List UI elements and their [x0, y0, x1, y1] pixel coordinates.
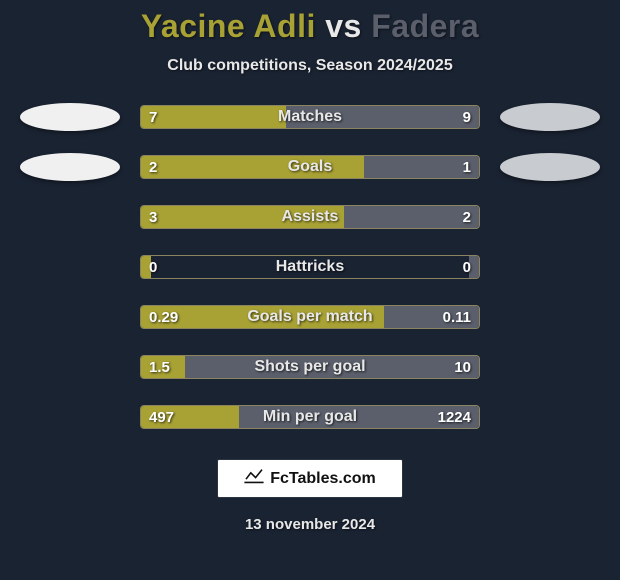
date-label: 13 november 2024 — [245, 516, 375, 533]
stat-row: 00Hattricks — [0, 253, 620, 281]
comparison-card: Yacine Adli vs Fadera Club competitions,… — [0, 0, 620, 580]
player2-marker — [500, 103, 600, 131]
stats-list: 79Matches 21Goals 32Assists 00Hattricks 0.29… — [0, 103, 620, 431]
stat-bar: 4971224Min per goal — [140, 405, 480, 429]
stat-label: Goals per match — [141, 306, 479, 328]
stat-bar: 1.510Shots per goal — [140, 355, 480, 379]
stat-bar: 0.290.11Goals per match — [140, 305, 480, 329]
stat-label: Shots per goal — [141, 356, 479, 378]
player1-marker — [20, 153, 120, 181]
stat-row: 1.510Shots per goal — [0, 353, 620, 381]
stat-row: 79Matches — [0, 103, 620, 131]
stat-bar: 21Goals — [140, 155, 480, 179]
player2-marker — [500, 153, 600, 181]
stat-row: 21Goals — [0, 153, 620, 181]
stat-label: Hattricks — [141, 256, 479, 278]
chart-icon — [244, 468, 264, 489]
source-label: FcTables.com — [270, 470, 376, 488]
vs-text: vs — [325, 8, 362, 44]
stat-row: 0.290.11Goals per match — [0, 303, 620, 331]
subtitle: Club competitions, Season 2024/2025 — [167, 57, 452, 75]
stat-bar: 32Assists — [140, 205, 480, 229]
stat-label: Goals — [141, 156, 479, 178]
player1-name: Yacine Adli — [141, 8, 316, 44]
stat-bar: 00Hattricks — [140, 255, 480, 279]
stat-bar: 79Matches — [140, 105, 480, 129]
stat-row: 32Assists — [0, 203, 620, 231]
stat-label: Matches — [141, 106, 479, 128]
player1-marker — [20, 103, 120, 131]
source-badge[interactable]: FcTables.com — [217, 459, 403, 498]
player2-name: Fadera — [371, 8, 479, 44]
page-title: Yacine Adli vs Fadera — [141, 8, 479, 45]
stat-label: Assists — [141, 206, 479, 228]
stat-label: Min per goal — [141, 406, 479, 428]
stat-row: 4971224Min per goal — [0, 403, 620, 431]
